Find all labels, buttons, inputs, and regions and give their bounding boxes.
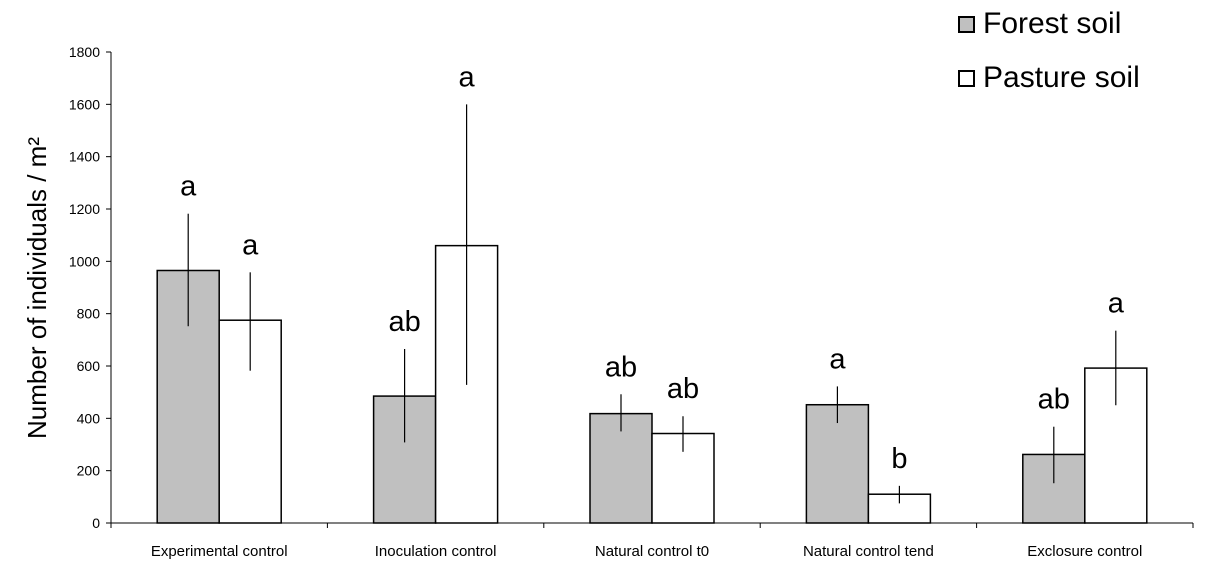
x-tick-label: Experimental control [151,543,288,560]
y-tick-label: 1000 [69,253,100,269]
significance-label: ab [388,306,420,338]
y-tick-label: 1400 [69,149,100,165]
significance-label: a [1108,288,1125,320]
y-tick-label: 800 [77,306,101,322]
y-tick-label: 1200 [69,201,100,217]
significance-label: b [891,443,907,475]
legend-swatch-forest-soil [958,15,975,33]
significance-label: a [242,229,259,261]
x-tick-label: Natural control t0 [595,543,709,560]
y-tick-label: 400 [77,410,101,426]
bar [805,403,870,524]
legend-item-pasture-soil: Pasture soil [958,63,1140,93]
y-axis-label: Number of individuals / m² [22,137,52,439]
x-tick-label: Exclosure control [1027,543,1142,560]
significance-label: ab [667,373,699,405]
bar [1084,367,1148,524]
legend-label-pasture-soil: Pasture soil [983,61,1140,94]
x-tick-label: Natural control tend [803,543,934,560]
y-tick-label: 200 [77,463,101,479]
y-tick-label: 0 [92,515,100,531]
significance-label: a [459,61,476,93]
x-axis: Experimental control Inoculation control N… [110,522,1194,560]
x-tick-label: Inoculation control [375,543,497,560]
y-tick-label: 1800 [69,44,100,60]
significance-label: a [180,171,197,203]
significance-label: ab [605,351,637,383]
significance-label: a [829,343,846,375]
legend-swatch-pasture-soil [958,69,975,87]
significance-label: ab [1038,384,1070,416]
y-tick-label: 1600 [69,96,100,112]
legend-label-forest-soil: Forest soil [983,7,1122,40]
y-axis: 0 200 400 600 800 1000 1200 1400 1600 1800 [69,44,112,531]
y-tick-label: 600 [77,358,101,374]
legend-item-forest-soil: Forest soil [958,9,1121,39]
